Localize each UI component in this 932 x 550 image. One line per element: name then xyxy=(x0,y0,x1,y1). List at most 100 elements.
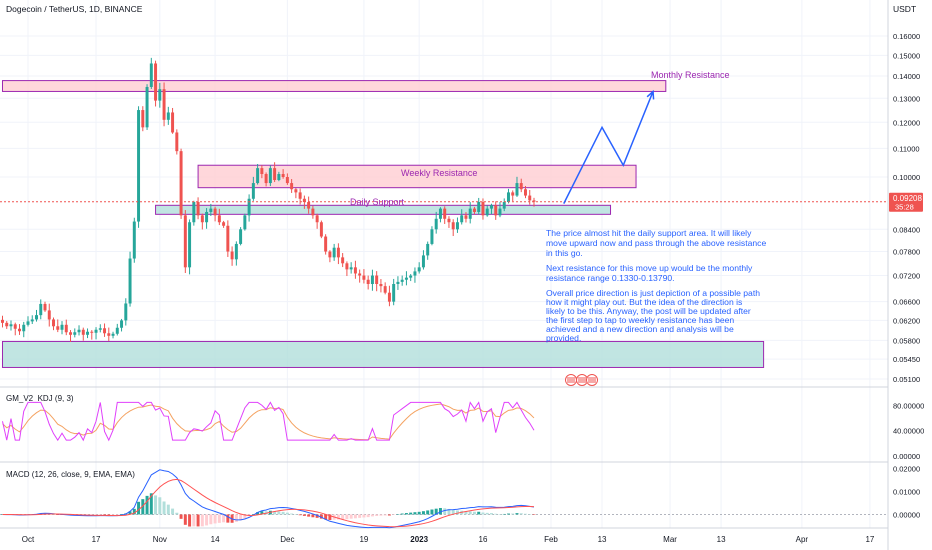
time-tick-label: Mar xyxy=(663,535,677,544)
time-tick-label: 14 xyxy=(211,535,220,544)
candle-body xyxy=(302,198,306,203)
macd-histogram-bar xyxy=(498,514,502,515)
macd-histogram-bar xyxy=(319,514,323,519)
candle-body xyxy=(43,303,47,311)
candle-body xyxy=(396,281,400,285)
macd-histogram-bar xyxy=(137,501,141,515)
candle-body xyxy=(277,174,281,181)
candle-body xyxy=(132,221,136,259)
candle-body xyxy=(489,205,493,209)
macd-histogram-bar xyxy=(294,514,298,515)
candle-body xyxy=(209,208,213,212)
candle-body xyxy=(77,329,81,333)
candle-body xyxy=(358,273,362,276)
us-flag-icon[interactable] xyxy=(576,374,588,386)
price-tick-label: 0.05100 xyxy=(893,375,920,384)
time-tick-label: 13 xyxy=(717,535,726,544)
macd-histogram-bar xyxy=(345,514,349,520)
time-axis[interactable]: Oct 17 Nov 14 Dec 19 2023 16 Feb 13 Mar 13 Apr 17 xyxy=(22,535,875,544)
candle-body xyxy=(528,195,532,201)
candle-body xyxy=(324,236,328,252)
candle-body xyxy=(260,168,264,175)
candle-body xyxy=(192,202,196,223)
candle-body xyxy=(52,319,56,327)
candle-body xyxy=(111,333,115,336)
candle-body xyxy=(115,327,119,334)
candle-body xyxy=(154,63,158,101)
price-tick-label: 0.06200 xyxy=(893,316,920,325)
candle-body xyxy=(455,222,459,230)
time-tick-label: 17 xyxy=(865,535,874,544)
macd-histogram-bar xyxy=(472,511,476,515)
candle-body xyxy=(234,243,238,260)
price-tick-label: 0.05800 xyxy=(893,336,920,345)
candle-body xyxy=(332,247,336,258)
macd-histogram-bar xyxy=(468,511,472,515)
us-flag-icon[interactable] xyxy=(565,374,577,386)
zones-layer xyxy=(1,80,765,368)
macd-histogram-bar xyxy=(451,509,455,515)
note-2-line-1: Next resistance for this move up would b… xyxy=(546,263,753,273)
candle-body xyxy=(532,200,536,202)
candle-body xyxy=(149,63,153,87)
candle-body xyxy=(5,322,9,327)
candle-body xyxy=(73,332,77,335)
macd-histogram-bar xyxy=(511,513,515,515)
candle-body xyxy=(341,257,345,264)
macd-histogram-bar xyxy=(443,508,447,515)
macd-histogram-bar xyxy=(260,511,264,515)
macd-histogram-bar xyxy=(120,514,124,515)
macd-histogram-bar xyxy=(243,514,247,519)
macd-histogram-bar xyxy=(226,514,230,523)
macd-histogram-bar xyxy=(107,514,111,515)
macd-histogram-bar xyxy=(464,511,468,515)
note-3-line-5: achieved and a new direction and analysi… xyxy=(546,324,734,334)
candle-body xyxy=(226,225,230,252)
macd-histogram-bar xyxy=(455,510,459,515)
candle-body xyxy=(328,251,332,258)
macd-histogram-bar xyxy=(234,514,238,522)
candle-body xyxy=(128,258,132,304)
macd-histogram-bar xyxy=(111,514,115,515)
macd-histogram-bar xyxy=(383,514,387,516)
price-tick-label: 0.06600 xyxy=(893,298,920,307)
candle-body xyxy=(430,229,434,244)
price-tick-label: 0.07200 xyxy=(893,272,920,281)
macd-histogram-bar xyxy=(222,514,226,523)
candle-body xyxy=(171,112,175,133)
macd-histogram-bar xyxy=(285,512,289,515)
macd-histogram-bar xyxy=(256,512,260,515)
projected-path-layer[interactable] xyxy=(563,89,655,204)
price-axis[interactable]: 0.16000 0.15000 0.14000 0.13000 0.12000 0.110… xyxy=(893,32,920,384)
kdj-lines xyxy=(2,401,535,442)
candle-body xyxy=(22,324,26,332)
last-price-badge: 0.09208 35:28 xyxy=(889,192,923,212)
candle-body xyxy=(9,324,13,327)
currency-label: USDT xyxy=(893,4,916,14)
us-flag-icon[interactable] xyxy=(586,374,598,386)
macd-histogram-bar xyxy=(315,514,319,518)
macd-histogram-bar xyxy=(392,514,396,515)
candle-body xyxy=(56,326,60,330)
macd-histogram-bar xyxy=(154,495,158,515)
macd-histogram-bar xyxy=(98,514,102,515)
kdj-d-line xyxy=(2,403,535,441)
kdj-tick-label: 80.00000 xyxy=(893,402,924,411)
macd-histogram-bar xyxy=(141,499,145,515)
candle-body xyxy=(472,208,476,212)
macd-histogram-bar xyxy=(149,493,153,515)
candle-body xyxy=(447,218,451,223)
macd-histogram-bar xyxy=(502,513,506,515)
macd-histogram-bar xyxy=(426,510,430,515)
time-tick-label: 2023 xyxy=(410,535,428,544)
macd-histogram-bar xyxy=(188,514,192,527)
candle-body xyxy=(434,218,438,230)
macd-histogram-bar xyxy=(196,514,200,527)
time-tick-label: Nov xyxy=(153,535,167,544)
macd-histogram-bar xyxy=(421,511,425,515)
candle-body xyxy=(230,251,234,260)
event-flags[interactable] xyxy=(565,374,598,386)
macd-histogram-bar xyxy=(400,513,404,515)
macd-histogram-bar xyxy=(477,511,481,515)
